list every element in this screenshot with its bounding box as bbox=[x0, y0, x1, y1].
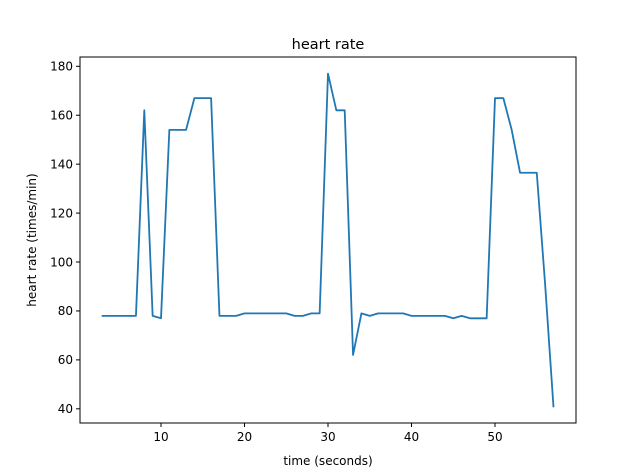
x-tick-label: 50 bbox=[487, 430, 502, 444]
y-tick-label: 100 bbox=[50, 255, 73, 269]
x-axis-label: time (seconds) bbox=[283, 454, 372, 468]
x-tick-label: 20 bbox=[237, 430, 252, 444]
y-tick-label: 60 bbox=[58, 353, 73, 367]
x-tick-label: 40 bbox=[404, 430, 419, 444]
plot-area: 10 20 30 40 50 40 60 80 100 120 140 160 180 bbox=[50, 56, 577, 444]
y-axis-label: heart rate (times/min) bbox=[25, 173, 39, 306]
x-tick-label: 10 bbox=[153, 430, 168, 444]
y-tick-label: 160 bbox=[50, 109, 73, 123]
y-tick-label: 140 bbox=[50, 157, 73, 171]
y-tick-label: 80 bbox=[58, 304, 73, 318]
y-tick-label: 40 bbox=[58, 402, 73, 416]
chart-title: heart rate bbox=[292, 37, 365, 53]
y-tick-label: 120 bbox=[50, 206, 73, 220]
y-tick-label: 180 bbox=[50, 60, 73, 74]
x-tick-label: 30 bbox=[320, 430, 335, 444]
series-line-0 bbox=[101, 72, 555, 408]
